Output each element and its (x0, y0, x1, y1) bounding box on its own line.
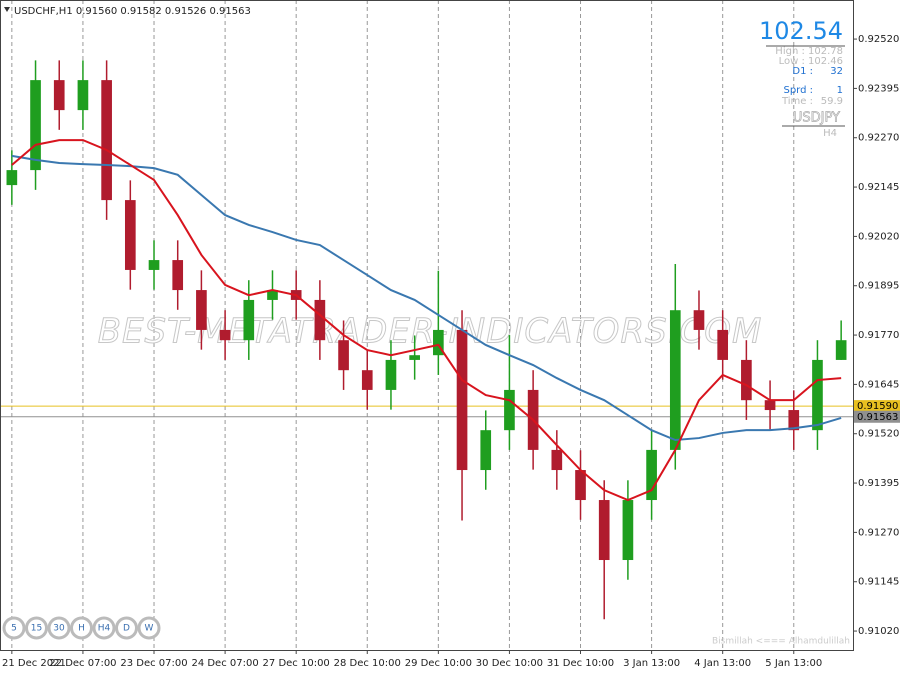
panel-symbol: USDJPY (793, 111, 840, 126)
candle-body (77, 80, 89, 111)
timeframe-label[interactable]: 15 (31, 624, 42, 634)
candle-body (409, 355, 420, 360)
candle-body (101, 80, 112, 201)
timeframe-label[interactable]: 5 (11, 624, 17, 634)
y-tick-label: 0.91520 (858, 429, 899, 440)
timeframe-buttons: 5 15 30 H H4 D W (2, 616, 161, 640)
y-tick-label: 0.92270 (858, 133, 899, 144)
y-tick-label: 0.92395 (858, 83, 899, 94)
candle-body (693, 310, 705, 330)
candle-body (788, 410, 800, 431)
timeframe-button[interactable] (115, 616, 138, 640)
y-tick-label: 0.92020 (858, 231, 899, 242)
panel-sprd-value: 1 (837, 85, 843, 96)
y-tick-label: 0.91395 (858, 478, 899, 489)
price-tag (854, 410, 900, 423)
candle-body (741, 359, 752, 401)
candle-body (480, 430, 492, 471)
x-tick-label: 27 Dec 10:00 (263, 658, 330, 669)
x-tick-label: 31 Dec 10:00 (547, 658, 614, 669)
x-tick-label: 5 Jan 13:00 (765, 658, 822, 669)
candle-body (575, 470, 586, 501)
x-tick-label: 28 Dec 10:00 (334, 658, 401, 669)
candle-body (53, 80, 65, 111)
menu-arrow[interactable] (4, 7, 10, 12)
candle-body (764, 400, 776, 411)
x-tick-label: 29 Dec 10:00 (405, 658, 472, 669)
candle-body (717, 329, 729, 360)
candle-body (267, 290, 278, 300)
candle-body (361, 370, 373, 390)
y-tick-label: 0.91020 (858, 626, 899, 637)
moving-average (11, 154, 842, 442)
y-tick-label: 0.91770 (858, 330, 899, 341)
candle-body (622, 500, 634, 561)
timeframe-label[interactable]: H4 (98, 624, 111, 634)
y-tick-label: 0.92520 (858, 34, 899, 45)
footer-text: Bismillah <=== Alhamdulillah (712, 637, 850, 647)
timeframe-button[interactable] (47, 616, 71, 640)
candle-body (219, 329, 231, 341)
y-tick-label: 0.91145 (858, 577, 899, 588)
candle-body (243, 299, 255, 341)
candle-body (148, 260, 160, 270)
y-tick-label: 0.91645 (858, 379, 899, 390)
candle-body (30, 80, 41, 171)
x-tick-label: 30 Dec 10:00 (476, 658, 543, 669)
candle-body (551, 449, 563, 471)
chart-title: USDCHF,H1 0.91560 0.91582 0.91526 0.9156… (14, 6, 251, 17)
x-tick-label: 21 Dec 2021 (2, 658, 66, 669)
candle-body (812, 359, 823, 431)
candle-body (385, 359, 397, 390)
candle-body (456, 329, 468, 471)
moving-average (11, 139, 842, 502)
y-tick-label: 0.91270 (858, 527, 899, 538)
panel-d1: D1 : (792, 66, 813, 77)
timeframe-label[interactable]: 30 (53, 624, 65, 634)
panel-sprd: Sprd : (783, 85, 813, 96)
candle-body (6, 170, 18, 186)
timeframe-button[interactable] (25, 616, 48, 640)
x-tick-label: 4 Jan 13:00 (694, 658, 751, 669)
timeframe-button[interactable] (2, 616, 26, 640)
price-tag-label: 0.91590 (857, 401, 898, 412)
price-tag-label: 0.91563 (857, 412, 898, 423)
panel-high: High : 102.78 (775, 46, 843, 57)
candle-body (124, 200, 136, 270)
x-tick-label: 3 Jan 13:00 (623, 658, 680, 669)
timeframe-button[interactable] (70, 616, 93, 640)
timeframe-button[interactable] (92, 616, 116, 640)
candle-body (314, 299, 326, 341)
timeframe-button[interactable] (137, 616, 161, 640)
panel-d1-value: 32 (830, 66, 843, 77)
panel-timeframe: H4 (823, 128, 837, 139)
panel-time: Time : (781, 96, 813, 107)
watermark: BEST-METATRADER-INDICATORS.COM (98, 312, 763, 352)
panel-time-value: 59.9 (821, 96, 843, 107)
candle-body (338, 340, 349, 371)
panel-price: 102.54 (759, 17, 843, 45)
marks (0, 60, 853, 620)
y-tick-label: 0.91895 (858, 281, 899, 292)
candle-body (669, 310, 681, 450)
candle-body (504, 389, 515, 431)
y-tick-label: 0.92145 (858, 182, 899, 193)
x-tick-label: 24 Dec 07:00 (191, 658, 258, 669)
plot-border (0, 0, 854, 651)
candle-body (598, 500, 610, 561)
timeframe-label[interactable]: D (123, 624, 130, 634)
candle-body (172, 260, 184, 291)
price-tag (854, 400, 900, 413)
timeframe-label[interactable]: H (78, 624, 85, 634)
panel-low: Low : 102.46 (779, 56, 843, 67)
candle-body (835, 340, 847, 360)
x-tick-label: 22 Dec 07:00 (49, 658, 116, 669)
timeframe-label[interactable]: W (145, 624, 154, 634)
candle-body (196, 290, 207, 330)
candle-body (646, 449, 657, 501)
candle-body (433, 329, 444, 356)
x-tick-label: 23 Dec 07:00 (120, 658, 187, 669)
